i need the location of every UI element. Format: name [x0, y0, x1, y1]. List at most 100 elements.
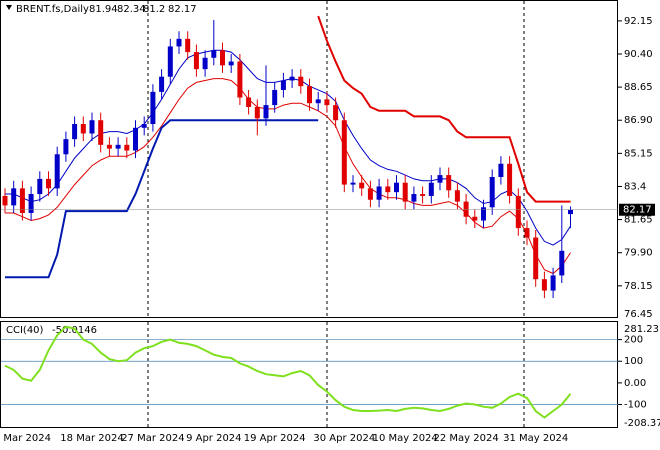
candle-body	[115, 144, 121, 149]
menu-arrow[interactable]	[6, 5, 12, 10]
y-tick-label: 78.15	[624, 281, 653, 292]
x-tick-label: 30 Apr 2024	[313, 433, 375, 444]
candle-body	[211, 50, 217, 58]
candle-body	[220, 50, 225, 66]
y-tick-label: 88.65	[624, 82, 653, 93]
candle-body	[481, 207, 486, 221]
candle-body	[263, 105, 269, 119]
candle-body	[446, 175, 452, 191]
candle-body	[89, 120, 95, 134]
candle-body	[11, 188, 17, 206]
y-axis-min: 76.45	[624, 309, 653, 320]
candle-body	[193, 52, 199, 70]
candle-body	[341, 120, 347, 185]
candle-body	[2, 195, 8, 206]
candle-body	[324, 99, 330, 106]
candle-body	[498, 163, 504, 178]
candle-body	[411, 194, 417, 202]
candle-body	[202, 57, 208, 70]
candle-body	[237, 61, 243, 98]
cci-title: CCI(40)	[6, 325, 44, 336]
candle-body	[46, 178, 51, 189]
candle-body	[402, 182, 408, 202]
price-panel	[0, 0, 618, 318]
candle-body	[333, 105, 339, 121]
candle-body	[315, 99, 321, 104]
candle-body	[228, 61, 234, 66]
y-tick-label: 90.40	[624, 49, 653, 60]
candle-body	[550, 275, 556, 291]
cci-panel	[0, 321, 618, 428]
header-high: 82.34	[117, 4, 146, 15]
candle-body	[428, 182, 434, 196]
candle-body	[559, 250, 565, 276]
candle-body	[541, 279, 547, 291]
candle-body	[367, 188, 373, 200]
indicator-line	[5, 78, 571, 275]
candle-body	[394, 182, 399, 193]
y-tick-label: 79.90	[624, 248, 653, 259]
cci-current: -50.0146	[52, 325, 97, 336]
candle-body	[359, 182, 365, 189]
candle-body	[124, 144, 130, 151]
x-tick-label: 31 May 2024	[503, 433, 568, 444]
candle-body	[472, 216, 478, 221]
candle-body	[289, 76, 295, 81]
candle-body	[385, 186, 391, 193]
x-tick-label: 22 May 2024	[433, 433, 498, 444]
y-tick-label: 86.90	[624, 115, 653, 126]
candle-body	[307, 86, 312, 104]
y-tick-label: 200	[624, 335, 643, 346]
y-tick-label: 85.15	[624, 148, 653, 159]
candle-body	[524, 228, 530, 238]
candle-body	[515, 195, 521, 229]
cci-line	[4, 325, 572, 419]
candle-body	[63, 139, 69, 155]
y-tick-label: 92.15	[624, 16, 653, 27]
candle-body	[54, 154, 60, 189]
x-tick-label: 19 Apr 2024	[244, 433, 306, 444]
candle-body	[72, 124, 78, 140]
candle-body	[167, 46, 173, 77]
candle-body	[298, 76, 304, 87]
header-low: 81.2	[143, 4, 165, 15]
x-tick-label: 9 Apr 2024	[186, 433, 241, 444]
candle-body	[80, 124, 86, 134]
candle-body	[159, 76, 165, 92]
current-price-box	[619, 203, 655, 216]
y-axis-min: -208.371	[624, 418, 660, 429]
candle-body	[106, 144, 112, 149]
y-tick-label: 0.00	[624, 378, 646, 389]
candle-body	[568, 209, 573, 215]
candle-body	[176, 38, 182, 47]
candle-body	[463, 201, 469, 217]
candle-body	[37, 178, 43, 195]
candle-body	[133, 127, 138, 151]
x-tick-label: 10 May 2024	[373, 433, 438, 444]
header-close: 82.17	[168, 4, 197, 15]
candle-body	[376, 186, 382, 200]
chart-title: BRENT.fs,Daily	[16, 4, 89, 15]
y-tick-label: -100	[624, 400, 647, 411]
candle-body	[272, 89, 278, 106]
candle-body	[489, 177, 495, 208]
candle-body	[454, 190, 460, 202]
y-axis-max: 281.2317	[624, 324, 660, 335]
candle-body	[98, 120, 104, 145]
candle-body	[185, 38, 191, 53]
candle-body	[28, 194, 34, 213]
candle-body	[246, 97, 252, 107]
x-tick-label: 6 Mar 2024	[0, 433, 51, 444]
candle-body	[437, 175, 443, 183]
x-tick-label: 18 Mar 2024	[60, 433, 123, 444]
candle-body	[254, 106, 260, 119]
candle-body	[350, 182, 356, 185]
y-tick-label: 83.4	[624, 181, 646, 192]
candle-body	[507, 163, 513, 196]
candle-body	[420, 194, 426, 196]
current-price-label: 82.17	[623, 205, 652, 216]
candle-body	[280, 80, 286, 90]
candle-body	[19, 188, 25, 213]
